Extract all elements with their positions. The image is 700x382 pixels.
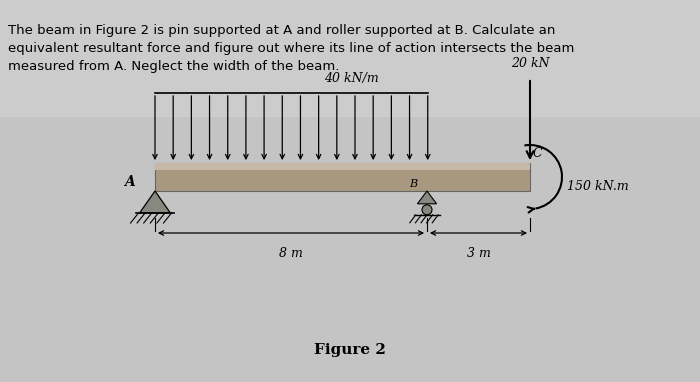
Circle shape xyxy=(422,205,432,215)
Text: equivalent resultant force and figure out where its line of action intersects th: equivalent resultant force and figure ou… xyxy=(8,42,575,55)
Bar xyxy=(155,163,530,170)
Polygon shape xyxy=(139,191,170,213)
Text: A: A xyxy=(125,175,135,189)
Text: B: B xyxy=(409,179,417,189)
Text: The beam in Figure 2 is pin supported at A and roller supported at B. Calculate : The beam in Figure 2 is pin supported at… xyxy=(8,24,555,37)
Text: C: C xyxy=(533,147,542,160)
Text: 20 kN: 20 kN xyxy=(511,57,550,70)
Text: 150 kN.m: 150 kN.m xyxy=(567,181,629,194)
Bar xyxy=(0,117,700,382)
Text: 8 m: 8 m xyxy=(279,247,303,260)
Text: 40 kN/m: 40 kN/m xyxy=(324,72,379,85)
Polygon shape xyxy=(417,191,437,204)
Text: 3 m: 3 m xyxy=(467,247,491,260)
Text: Figure 2: Figure 2 xyxy=(314,343,386,357)
Text: measured from A. Neglect the width of the beam.: measured from A. Neglect the width of th… xyxy=(8,60,340,73)
Bar xyxy=(155,163,530,191)
Bar xyxy=(0,0,700,117)
